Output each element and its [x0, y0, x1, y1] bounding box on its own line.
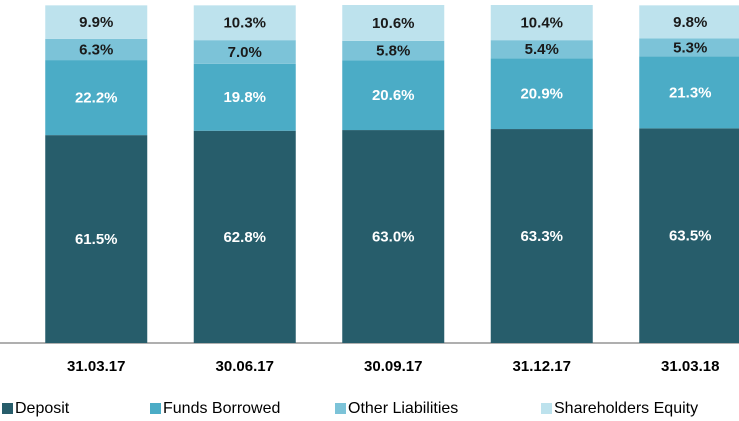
value-label: 21.3%	[669, 84, 712, 101]
legend-swatch	[150, 403, 161, 414]
bar-segment	[45, 60, 148, 136]
value-label: 6.3%	[79, 41, 113, 58]
value-label: 62.8%	[223, 229, 266, 246]
bar-segment	[342, 130, 445, 343]
bar-segment	[342, 60, 445, 131]
value-label: 61.5%	[75, 231, 118, 248]
value-label: 20.6%	[372, 87, 415, 104]
value-label: 7.0%	[228, 44, 262, 61]
bar-segment	[342, 40, 445, 61]
bar-segment	[342, 5, 445, 41]
legend-swatch	[541, 403, 552, 414]
legend-label: Funds Borrowed	[163, 400, 280, 417]
x-tick-label: 30.09.17	[364, 358, 422, 375]
bar-segment	[490, 129, 593, 343]
x-tick-label: 31.12.17	[513, 358, 571, 375]
bar-segment	[193, 40, 296, 64]
bar-segment	[490, 40, 593, 59]
bar-segment	[193, 63, 296, 131]
bar-segment	[639, 128, 739, 343]
legend-label: Other Liabilities	[348, 400, 458, 417]
value-label: 9.8%	[673, 14, 707, 31]
bar-segment	[45, 135, 148, 343]
value-label: 5.3%	[673, 39, 707, 56]
legend-swatch	[2, 403, 13, 414]
value-label: 5.8%	[376, 43, 410, 60]
value-label: 9.9%	[79, 14, 113, 31]
bar-segment	[639, 56, 739, 129]
legend-label: Deposit	[15, 400, 70, 417]
x-tick-label: 30.06.17	[216, 358, 274, 375]
bar-segment	[193, 5, 296, 41]
bar-segment	[490, 58, 593, 130]
legend-label: Shareholders Equity	[554, 400, 698, 417]
value-label: 10.3%	[223, 15, 266, 32]
bar-segment	[639, 38, 739, 57]
value-label: 10.6%	[372, 15, 415, 32]
bar-segment	[490, 5, 593, 41]
value-label: 22.2%	[75, 90, 118, 107]
x-tick-label: 31.03.17	[67, 358, 125, 375]
legend-swatch	[335, 403, 346, 414]
value-label: 63.5%	[669, 228, 712, 245]
bar-segment	[45, 5, 148, 39]
bar-segment	[193, 130, 296, 343]
value-label: 5.4%	[525, 41, 559, 58]
value-label: 19.8%	[223, 89, 266, 106]
x-tick-label: 31.03.18	[661, 358, 719, 375]
value-label: 20.9%	[520, 86, 563, 103]
bar-segment	[639, 5, 739, 39]
value-label: 63.0%	[372, 228, 415, 245]
bar-segment	[45, 38, 148, 61]
value-label: 10.4%	[520, 15, 563, 32]
value-label: 63.3%	[520, 228, 563, 245]
